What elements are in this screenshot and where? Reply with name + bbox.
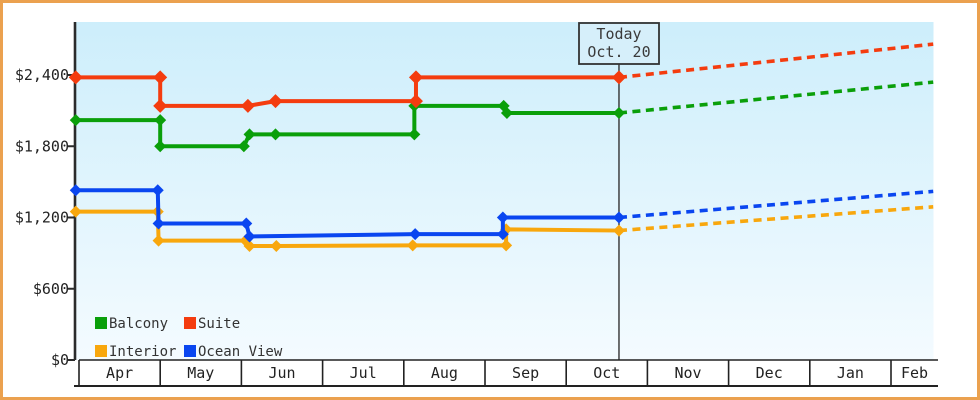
x-axis-month-row: Apr May Jun Jul Aug Sep Oct Nov Dec Jan Feb: [74, 359, 938, 387]
data-point-marker: [406, 239, 419, 252]
data-point-marker: [611, 70, 626, 85]
chart-legend: Balcony Suite Interior Ocean View: [95, 316, 283, 360]
data-point-marker: [152, 217, 165, 230]
y-axis: $2,400 $1,800 $1,200 $600 $0: [15, 22, 77, 369]
x-axis-month-label: Jul: [350, 364, 377, 382]
data-point-marker: [270, 240, 283, 252]
data-point-marker: [154, 140, 167, 153]
data-point-marker: [408, 94, 423, 109]
data-point-marker: [243, 240, 256, 252]
series-projection-balcony: [618, 80, 934, 115]
legend-label-interior: Interior: [109, 344, 176, 360]
y-axis-tick-label: $0: [51, 351, 69, 369]
data-point-marker: [269, 128, 282, 141]
series-suite: [68, 42, 934, 113]
data-point-marker: [153, 98, 168, 113]
legend-swatch-suite: [184, 317, 196, 329]
today-box-background: [578, 22, 660, 65]
data-point-marker: [243, 230, 256, 243]
x-axis-month-label: Oct: [593, 364, 620, 382]
x-axis-month-label: Jun: [268, 364, 295, 382]
data-point-marker: [153, 70, 168, 85]
today-label-line2: Oct. 20: [587, 43, 650, 61]
x-axis-month-label: Nov: [674, 364, 701, 382]
data-point-marker: [68, 70, 83, 85]
x-axis-month-label: May: [187, 364, 214, 382]
legend-swatch-ocean-view: [184, 345, 196, 357]
data-point-marker: [500, 239, 513, 252]
series-projection-interior: [618, 205, 934, 233]
data-point-marker: [243, 128, 256, 141]
x-axis-month-label: Jan: [837, 364, 864, 382]
x-axis-month-label: Apr: [106, 364, 133, 382]
data-point-marker: [154, 114, 167, 127]
data-point-marker: [240, 217, 253, 230]
data-point-marker: [69, 114, 82, 127]
data-point-marker: [408, 70, 423, 85]
data-point-marker: [240, 98, 255, 113]
y-axis-tick-label: $1,200: [15, 209, 69, 227]
data-point-marker: [408, 128, 421, 141]
data-point-marker: [69, 184, 82, 197]
series-projection-ocean-view: [618, 189, 934, 220]
legend-label-ocean-view: Ocean View: [198, 344, 283, 360]
data-point-marker: [612, 211, 625, 224]
x-axis-month-label: Feb: [901, 364, 928, 382]
cabin-price-history-chart: $2,400 $1,800 $1,200 $600 $0 Apr May Jun Jul Aug S…: [15, 22, 938, 387]
today-label-line1: Today: [596, 25, 641, 43]
data-point-marker: [268, 94, 283, 109]
series-balcony: [69, 80, 934, 153]
data-point-marker: [500, 107, 513, 119]
legend-label-suite: Suite: [198, 316, 240, 332]
x-axis-month-label: Sep: [512, 364, 539, 382]
data-point-marker: [496, 228, 509, 241]
data-point-marker: [151, 184, 164, 197]
y-axis-tick-label: $1,800: [15, 137, 69, 155]
legend-swatch-balcony: [95, 317, 107, 329]
data-point-marker: [152, 234, 165, 247]
x-axis-month-label: Aug: [431, 364, 458, 382]
data-point-marker: [237, 140, 250, 153]
data-point-marker: [409, 228, 422, 241]
plot-background: [76, 22, 934, 360]
x-axis-month-label: Dec: [756, 364, 783, 382]
y-axis-tick-label: $2,400: [15, 66, 69, 84]
series-projection-suite: [618, 42, 934, 80]
y-axis-tick-label: $600: [33, 280, 69, 298]
data-point-marker: [496, 211, 509, 224]
series-ocean-view: [69, 184, 934, 243]
data-point-marker: [612, 224, 625, 237]
data-point-marker: [612, 107, 625, 119]
legend-label-balcony: Balcony: [109, 316, 168, 332]
data-point-marker: [69, 205, 82, 218]
month-row-background: [79, 360, 938, 386]
legend-swatch-interior: [95, 345, 107, 357]
